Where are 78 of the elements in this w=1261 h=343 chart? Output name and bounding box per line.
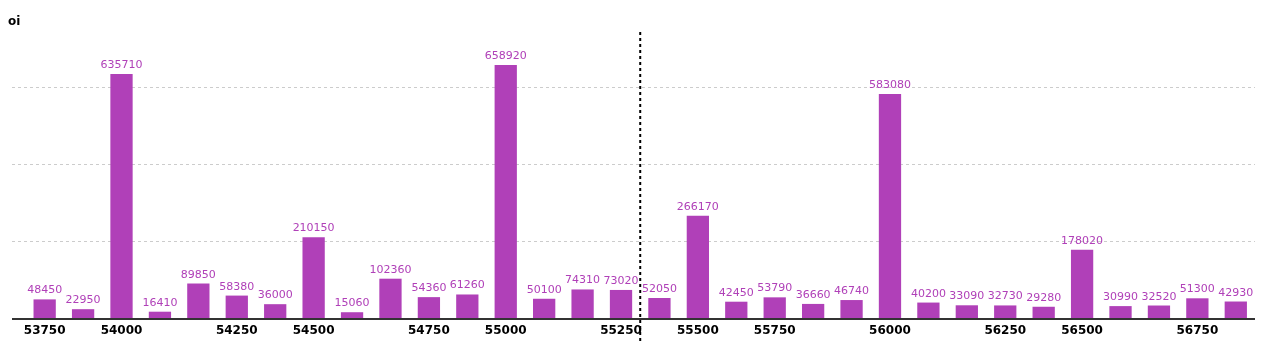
data-label: 58380 [219,279,255,293]
bar [302,237,325,318]
bar [1224,301,1247,318]
bar [955,305,978,318]
data-label: 16410 [142,295,178,309]
data-label: 61260 [449,278,485,292]
x-tick-label: 55750 [753,323,796,338]
x-tick-label: 53750 [23,323,66,338]
data-label: 54360 [411,281,447,295]
data-label: 73020 [603,273,639,287]
bar [1147,305,1171,318]
data-label: 40200 [910,286,946,300]
x-tick-label: 56500 [1061,323,1103,338]
bar [494,64,517,318]
x-tick-label: 55000 [484,323,527,338]
bar [456,294,479,318]
data-label: 42930 [1218,285,1254,299]
x-tick-label: 56000 [869,323,911,338]
bar [917,302,940,318]
bar [763,297,786,318]
bar [110,73,133,318]
bar [878,94,902,318]
bar [840,300,863,318]
data-label: 33090 [949,289,985,303]
data-label: 51300 [1179,282,1215,296]
data-label: 53790 [757,281,793,295]
data-label: 42450 [718,285,754,299]
bar [648,298,671,318]
bar [1109,306,1132,318]
bar [1070,249,1094,318]
bar [801,303,825,318]
data-label: 74310 [565,273,601,287]
bar [187,283,210,318]
data-label: 178020 [1061,233,1104,247]
x-tick-label: 55250 [600,323,642,338]
data-label: 52050 [641,282,677,296]
data-label: 658920 [484,48,527,62]
data-label: 15060 [334,296,370,310]
data-label: 22950 [65,293,101,307]
data-label: 36660 [795,287,831,301]
x-tick-label: 54250 [215,323,258,338]
data-label: 30990 [1103,290,1139,304]
bar [686,215,709,318]
bar [417,297,441,318]
data-label: 36000 [257,288,293,302]
bar [379,278,402,318]
x-tick-label: 54000 [100,323,143,338]
bar [340,312,364,318]
data-label: 89850 [180,267,216,281]
x-tick-label: 56750 [1176,323,1219,338]
x-tick-label: 54500 [292,323,335,338]
bar [71,309,95,318]
bar [571,289,594,318]
y-axis-title: oi [8,14,21,28]
bar [994,305,1017,318]
data-label: 48450 [27,283,63,297]
data-label: 635710 [100,57,143,71]
bar [533,298,556,318]
data-label: 46740 [834,284,870,298]
bar [1186,298,1209,318]
x-tick-label: 56250 [984,323,1027,338]
bar [725,301,748,318]
data-label: 32520 [1141,289,1177,303]
data-label: 32730 [987,289,1023,303]
bar [264,304,287,318]
bar [1032,306,1055,318]
bar [609,289,633,318]
bar [225,295,248,318]
bar [148,311,172,318]
data-label: 102360 [369,262,412,276]
x-tick-label: 54750 [408,323,450,338]
data-label: 210150 [292,221,335,235]
x-tick-label: 55500 [676,323,719,338]
data-label: 50100 [526,282,562,296]
data-label: 266170 [676,199,719,213]
data-label: 583080 [868,78,911,92]
bar [33,299,56,318]
data-label: 29280 [1026,290,1062,304]
